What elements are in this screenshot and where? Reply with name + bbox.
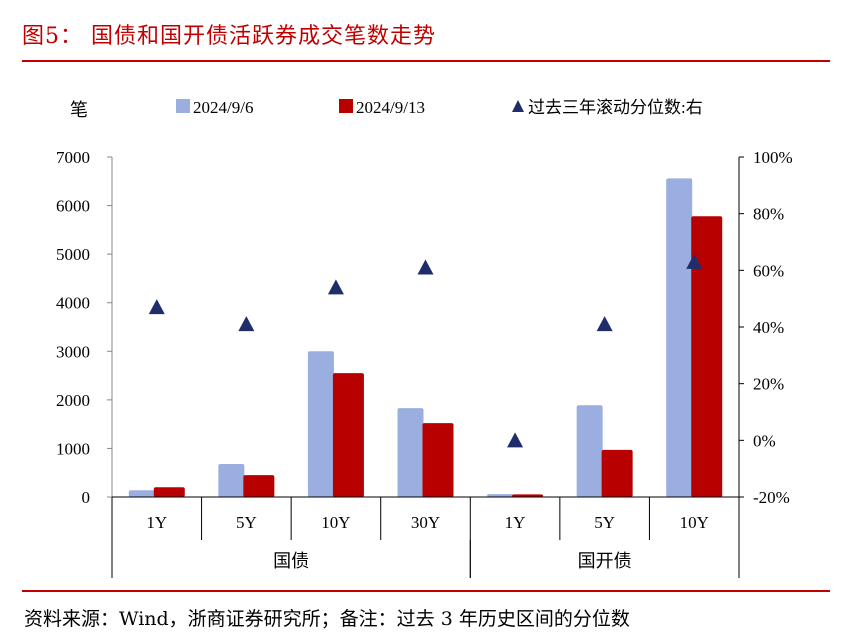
legend-swatch-2024-9-13	[339, 99, 353, 113]
percentile-marker	[148, 299, 165, 315]
percentile-marker	[417, 259, 434, 275]
y-tick-label: 5000	[56, 245, 90, 264]
bar-2024-9-6	[397, 408, 424, 497]
legend-swatch-2024-9-6	[176, 99, 190, 113]
y-axis-label: 笔	[70, 100, 88, 120]
y2-tick-label: 60%	[753, 261, 784, 280]
title-rule	[22, 60, 830, 62]
group-label: 国债	[273, 551, 309, 571]
bar-2024-9-6	[218, 463, 245, 497]
category-label: 10Y	[321, 513, 350, 532]
y-tick-label: 2000	[56, 391, 90, 410]
legend-triangle-icon	[512, 100, 524, 112]
category-label: 1Y	[505, 513, 526, 532]
y2-tick-label: 100%	[753, 148, 793, 167]
group-label: 国开债	[578, 551, 632, 571]
footer-rule	[22, 590, 830, 592]
category-label: 30Y	[411, 513, 440, 532]
y2-tick-label: 80%	[753, 205, 784, 224]
bar-2024-9-6	[128, 490, 155, 497]
y2-tick-label: 0%	[753, 431, 776, 450]
y2-tick-label: 20%	[753, 375, 784, 394]
legend-label: 2024/9/6	[193, 98, 253, 117]
bar-2024-9-6	[666, 178, 693, 497]
bar-2024-9-13	[512, 494, 544, 497]
percentile-marker	[507, 432, 524, 448]
category-label: 1Y	[146, 513, 167, 532]
y2-tick-label: -20%	[753, 488, 790, 507]
percentile-marker	[596, 316, 613, 332]
y-tick-label: 3000	[56, 342, 90, 361]
category-label: 5Y	[594, 513, 615, 532]
percentile-marker	[327, 279, 344, 295]
source-note: 资料来源：Wind，浙商证券研究所；备注：过去 3 年历史区间的分位数	[24, 608, 630, 630]
bar-2024-9-13	[691, 216, 723, 497]
bar-2024-9-13	[153, 487, 185, 497]
y-tick-label: 0	[82, 488, 91, 507]
bar-2024-9-13	[332, 373, 364, 497]
percentile-marker	[238, 316, 255, 332]
y-tick-label: 4000	[56, 294, 90, 313]
category-label: 5Y	[236, 513, 257, 532]
bar-2024-9-13	[243, 475, 275, 497]
y-tick-label: 6000	[56, 197, 90, 216]
percentile-marker	[686, 253, 703, 269]
bar-2024-9-13	[601, 449, 633, 497]
bar-2024-9-6	[576, 405, 603, 497]
y-tick-label: 1000	[56, 439, 90, 458]
bar-2024-9-6	[307, 351, 334, 497]
y2-tick-label: 40%	[753, 318, 784, 337]
y-tick-label: 7000	[56, 148, 90, 167]
legend-label: 过去三年滚动分位数:右	[528, 98, 703, 117]
category-label: 10Y	[680, 513, 709, 532]
legend-label: 2024/9/13	[356, 98, 425, 117]
bar-2024-9-13	[422, 423, 454, 497]
bar-2024-9-6	[487, 494, 514, 497]
figure-title: 图5： 国债和国开债活跃券成交笔数走势	[22, 24, 436, 49]
